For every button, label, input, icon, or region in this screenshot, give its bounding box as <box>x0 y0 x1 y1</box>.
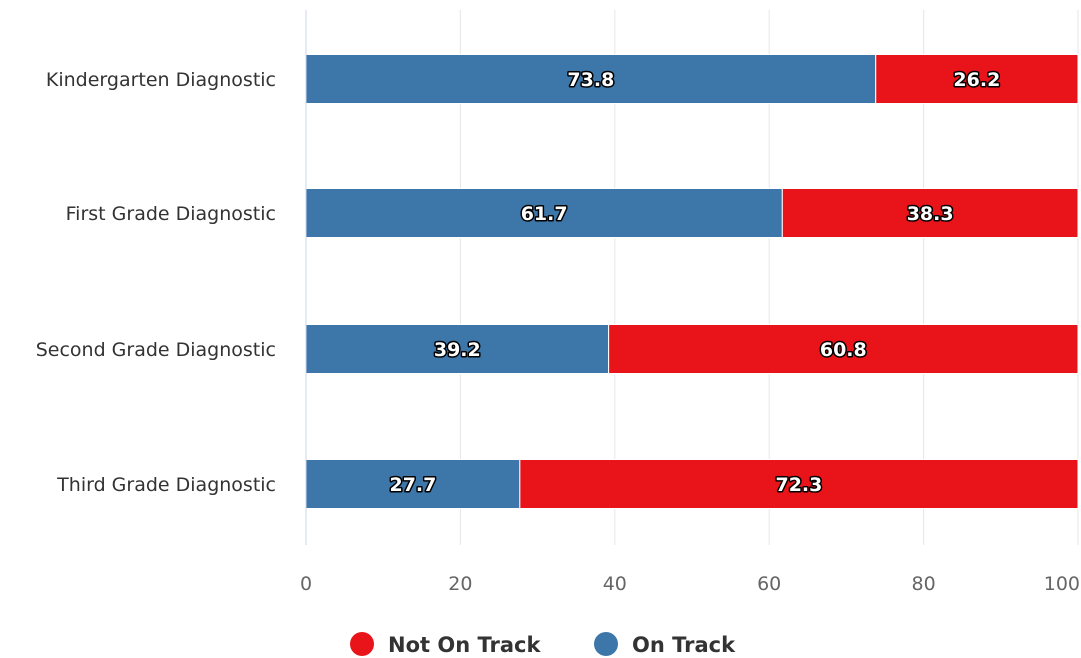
legend-item-on-track[interactable]: On Track <box>632 633 736 657</box>
bar-not-on-track-third-grade-diagnostic <box>519 459 1079 509</box>
category-label-first-grade-diagnostic: First Grade Diagnostic <box>66 203 276 225</box>
axes: 0 20 40 60 80 100 Kindergarten Diagnostic First… <box>36 10 1080 595</box>
bar-not-on-track-second-grade-diagnostic <box>608 324 1079 374</box>
x-tick-label-100: 100 <box>1044 573 1080 595</box>
bar-on-track-third-grade-diagnostic <box>305 459 521 509</box>
category-label-third-grade-diagnostic: Third Grade Diagnostic <box>56 474 276 496</box>
data-label-not-on-track-third-grade-diagnostic: 72.3 <box>775 474 822 496</box>
data-label-on-track-third-grade-diagnostic: 27.7 <box>389 474 436 496</box>
legend: Not On Track On Track <box>350 632 736 657</box>
x-tick-label-60: 60 <box>757 573 781 595</box>
category-label-second-grade-diagnostic: Second Grade Diagnostic <box>36 339 276 361</box>
category-label-kindergarten-diagnostic: Kindergarten Diagnostic <box>46 69 276 91</box>
data-label-not-on-track-kindergarten-diagnostic: 26.2 <box>953 69 1000 91</box>
x-tick-label-0: 0 <box>300 573 312 595</box>
bar-not-on-track-first-grade-diagnostic <box>781 188 1079 238</box>
data-label-not-on-track-second-grade-diagnostic: 60.8 <box>820 339 867 361</box>
x-tick-label-20: 20 <box>448 573 472 595</box>
bar-on-track-kindergarten-diagnostic <box>305 54 877 104</box>
bar-on-track-second-grade-diagnostic <box>305 324 610 374</box>
data-label-on-track-second-grade-diagnostic: 39.2 <box>434 339 481 361</box>
bar-not-on-track-kindergarten-diagnostic <box>875 54 1079 104</box>
data-labels: 73.8 26.2 61.7 38.3 39.2 60.8 27.7 72.3 <box>388 68 1002 498</box>
bars <box>305 54 1079 509</box>
data-label-on-track-first-grade-diagnostic: 61.7 <box>521 203 568 225</box>
data-label-not-on-track-first-grade-diagnostic: 38.3 <box>907 203 954 225</box>
x-tick-label-80: 80 <box>912 573 936 595</box>
legend-marker-on-track <box>594 632 618 656</box>
legend-marker-not-on-track <box>350 632 374 656</box>
data-label-on-track-kindergarten-diagnostic: 73.8 <box>567 69 614 91</box>
legend-item-not-on-track[interactable]: Not On Track <box>388 633 541 657</box>
x-tick-label-40: 40 <box>603 573 627 595</box>
bar-on-track-first-grade-diagnostic <box>305 188 783 238</box>
